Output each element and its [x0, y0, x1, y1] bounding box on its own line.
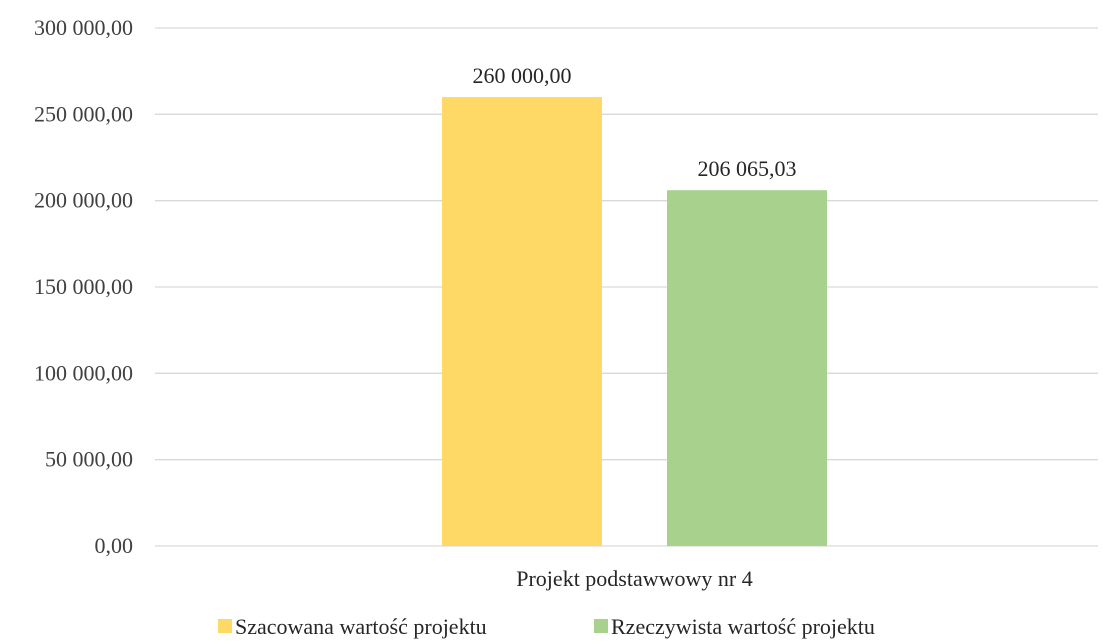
data-labels: 260 000,00 206 065,03	[473, 63, 797, 181]
legend-label: Szacowana wartość projektu	[235, 614, 487, 639]
y-axis-tick-labels: 0,00 50 000,00 100 000,00 150 000,00 200 000…	[34, 15, 133, 558]
gridlines	[155, 27, 1098, 547]
legend-label: Rzeczywista wartość projektu	[611, 614, 875, 639]
data-label: 260 000,00	[473, 63, 572, 88]
y-tick-label: 50 000,00	[45, 447, 133, 472]
bar-estimated-value	[442, 97, 602, 547]
legend-item: Rzeczywista wartość projektu	[594, 614, 875, 639]
y-tick-label: 300 000,00	[34, 15, 133, 40]
y-tick-label: 0,00	[95, 533, 134, 558]
legend: Szacowana wartość projektu Rzeczywista wa…	[218, 614, 875, 639]
y-tick-label: 250 000,00	[34, 101, 133, 126]
y-tick-label: 200 000,00	[34, 188, 133, 213]
bars	[442, 97, 827, 547]
legend-item: Szacowana wartość projektu	[218, 614, 487, 639]
category-label: Projekt podstawwowy nr 4	[516, 566, 752, 591]
bar-actual-value	[667, 190, 827, 546]
y-tick-label: 150 000,00	[34, 274, 133, 299]
data-label: 206 065,03	[698, 156, 797, 181]
legend-swatch	[594, 619, 608, 633]
legend-swatch	[218, 619, 232, 633]
y-tick-label: 100 000,00	[34, 360, 133, 385]
category-labels: Projekt podstawwowy nr 4	[516, 566, 752, 591]
